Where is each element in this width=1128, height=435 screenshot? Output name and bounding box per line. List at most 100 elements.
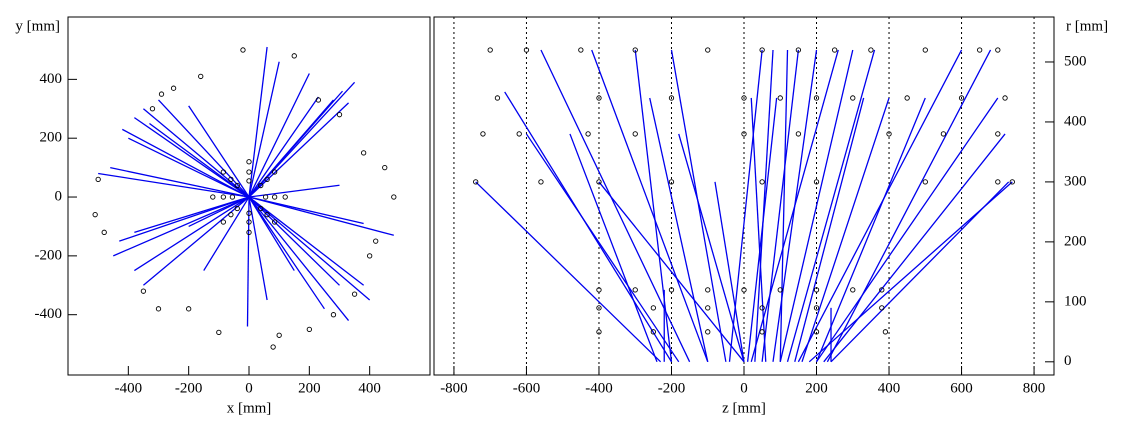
hit <box>367 253 373 259</box>
track <box>779 49 854 362</box>
track <box>598 181 745 363</box>
x-tick-label: -200 <box>658 380 686 396</box>
hit <box>480 131 486 137</box>
hit <box>705 329 711 335</box>
hit <box>228 212 234 218</box>
hit <box>596 287 602 293</box>
hit <box>1009 179 1015 185</box>
track <box>203 196 250 271</box>
x-tick-label: 0 <box>245 380 253 396</box>
track <box>188 196 250 228</box>
hit <box>1002 95 1008 101</box>
hit <box>995 131 1001 137</box>
hit <box>741 131 747 137</box>
hit <box>831 47 838 53</box>
hit <box>271 194 278 200</box>
hit <box>813 287 820 293</box>
hit <box>220 219 227 225</box>
y-tick-label: 500 <box>1064 53 1087 69</box>
hit <box>705 287 711 293</box>
hit <box>186 306 192 312</box>
hit <box>246 159 252 165</box>
hit <box>158 91 165 97</box>
track <box>634 49 673 362</box>
y-tick-label: 400 <box>1064 113 1087 129</box>
hit <box>596 305 602 311</box>
hit <box>516 131 522 137</box>
track <box>248 81 356 198</box>
hit <box>777 287 783 293</box>
hit <box>246 219 252 225</box>
hit <box>92 212 98 218</box>
track <box>248 196 394 236</box>
hit <box>668 287 675 293</box>
hit <box>382 164 388 171</box>
track <box>540 49 691 363</box>
hit <box>940 131 947 137</box>
track <box>248 46 268 198</box>
track <box>761 49 800 362</box>
hit <box>140 288 147 294</box>
hit <box>494 95 501 101</box>
hit <box>170 85 177 91</box>
hit <box>487 47 493 53</box>
hit <box>850 95 856 101</box>
hit <box>650 305 657 311</box>
y-tick-label: 0 <box>1064 353 1072 369</box>
hit <box>578 47 584 53</box>
hit <box>246 178 252 184</box>
x-tick-label: -400 <box>115 380 143 396</box>
x-tick-label: 600 <box>950 380 973 396</box>
hit <box>813 179 820 185</box>
track <box>826 49 992 363</box>
hit <box>632 287 638 293</box>
hit <box>632 131 638 137</box>
x-tick-label: 800 <box>1023 380 1046 396</box>
track <box>815 97 926 363</box>
track <box>786 49 876 362</box>
track <box>830 181 1010 363</box>
plot-frame <box>67 16 431 376</box>
track <box>248 102 349 198</box>
hit <box>246 229 252 235</box>
hit <box>995 179 1001 185</box>
track <box>746 97 778 362</box>
track <box>649 97 709 362</box>
track <box>133 117 250 198</box>
plot-frame <box>433 16 1055 376</box>
hit <box>705 47 711 53</box>
y-axis-label: r [mm] <box>1066 18 1108 34</box>
track <box>246 197 250 327</box>
track <box>143 196 250 286</box>
track <box>149 122 250 198</box>
hit <box>958 95 965 101</box>
hit <box>777 95 783 101</box>
x-tick-label: 0 <box>740 380 748 396</box>
hit <box>234 182 240 189</box>
hit <box>246 169 252 175</box>
track <box>248 61 280 198</box>
track <box>569 133 658 363</box>
hit <box>650 329 657 335</box>
hit <box>149 106 156 112</box>
track <box>248 196 325 310</box>
hit <box>813 305 820 311</box>
hit <box>741 287 747 293</box>
hit <box>879 305 885 311</box>
track <box>750 49 839 362</box>
x-tick-label: -200 <box>175 380 203 396</box>
x-tick-label: -600 <box>513 380 541 396</box>
track <box>678 133 745 362</box>
hit <box>336 112 343 118</box>
y-tick-label: 100 <box>1064 293 1087 309</box>
track <box>525 133 680 363</box>
track <box>728 49 763 362</box>
hit <box>795 131 802 137</box>
track <box>143 108 250 198</box>
hit <box>705 305 711 311</box>
hit <box>922 179 928 185</box>
hit <box>306 326 312 333</box>
hit <box>282 194 288 200</box>
x-tick-label: 400 <box>358 380 381 396</box>
track <box>134 196 250 233</box>
